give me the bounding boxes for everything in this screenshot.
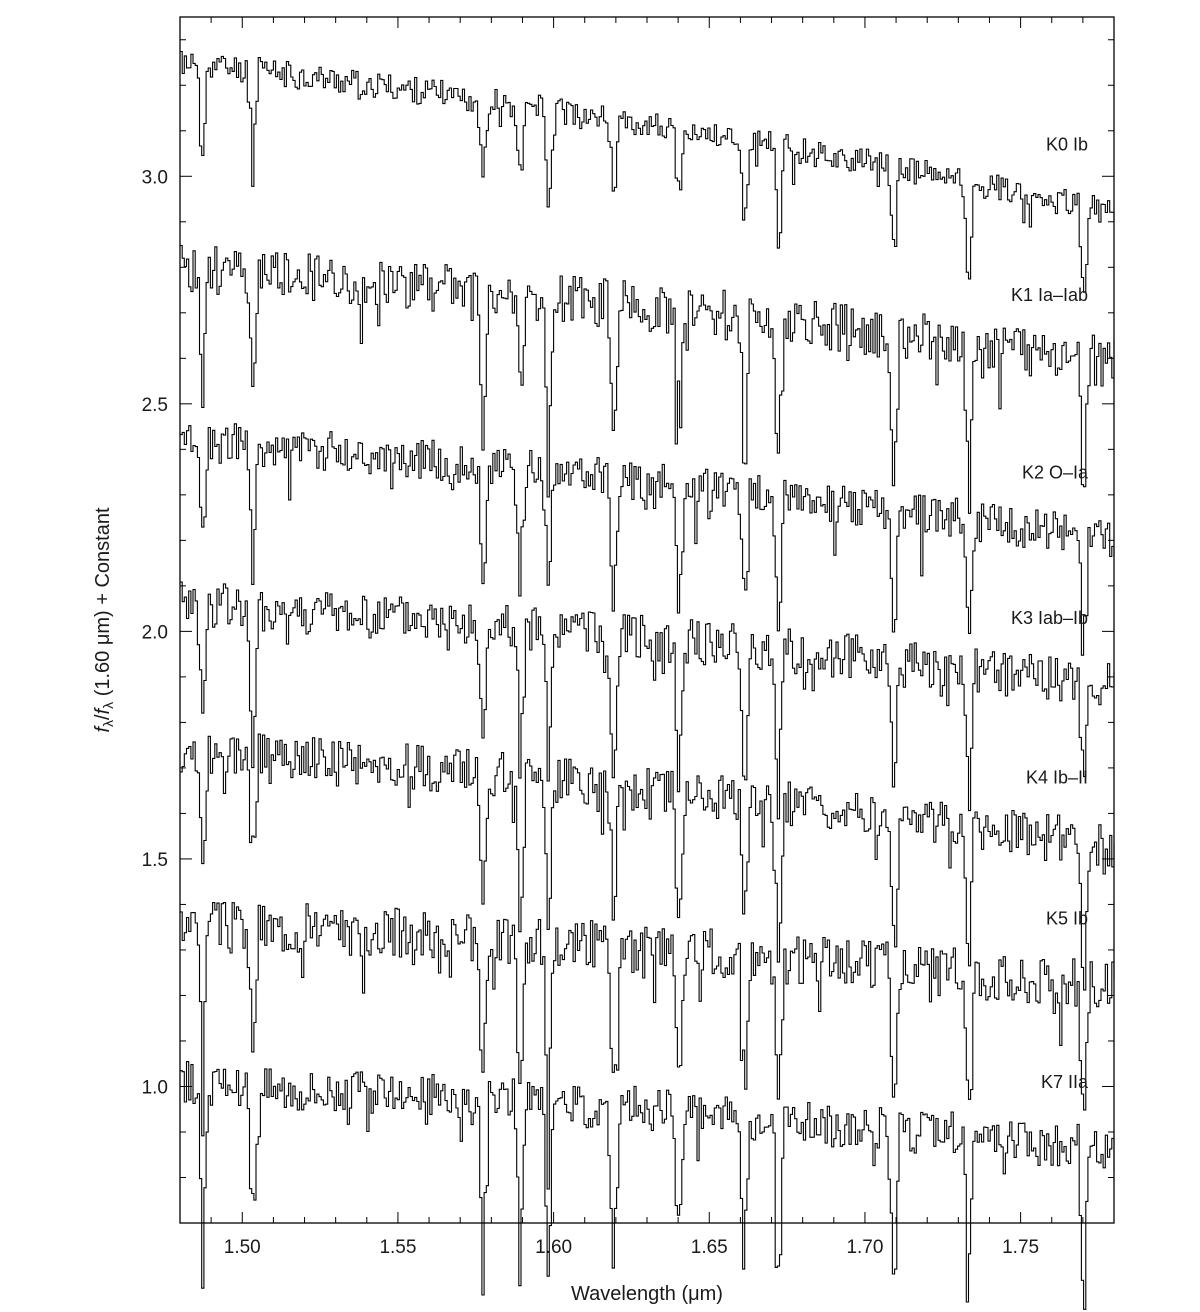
y-tick-label: 2.5 <box>142 395 168 416</box>
series-group <box>180 50 1115 1310</box>
y-axis-title-slash: / <box>92 714 114 720</box>
x-tick-label: 1.70 <box>846 1237 883 1258</box>
y-tick-label: 1.0 <box>142 1077 168 1098</box>
y-axis-title: fλ/fλ (1.60 μm) + Constant <box>92 507 116 733</box>
spectrum-line <box>180 244 1115 514</box>
y-axis-title-rest: (1.60 μm) + Constant <box>92 507 114 702</box>
series-label: K1 Ia–Iab <box>1011 285 1088 305</box>
y-axis-title-lambda1: λ <box>100 720 116 727</box>
series-label: K5 Ib <box>1046 908 1088 928</box>
spectrum-line <box>180 423 1115 656</box>
x-tick-label: 1.65 <box>691 1237 728 1258</box>
spectrum-line <box>180 902 1115 1190</box>
x-tick-label: 1.75 <box>1002 1237 1039 1258</box>
x-tick-label: 1.60 <box>535 1237 572 1258</box>
series-label: K3 Iab–Ib <box>1011 608 1088 628</box>
y-axis-title-f2: f <box>92 706 114 714</box>
series-label: K0 Ib <box>1046 135 1088 155</box>
y-tick-label: 1.5 <box>142 850 168 871</box>
plot-frame <box>179 16 1115 1224</box>
y-tick-label: 3.0 <box>142 167 168 188</box>
x-axis-title: Wavelength (μm) <box>571 1283 723 1305</box>
y-axis-title-f1: f <box>92 725 114 733</box>
series-label: K4 Ib–II <box>1026 767 1088 787</box>
series-label: K2 O–Ia <box>1022 462 1089 482</box>
spectrum-line <box>180 50 1115 293</box>
y-tick-label: 2.0 <box>142 622 168 643</box>
spectrum-line <box>180 581 1115 820</box>
x-tick-label: 1.50 <box>224 1237 261 1258</box>
y-axis-title-lambda2: λ <box>100 702 116 709</box>
axis-ticks: 1.50 1.55 1.60 1.65 1.70 1.75 1.0 1.5 2.0 2.5 3.0 <box>142 17 1115 1258</box>
series-label: K7 IIa <box>1041 1072 1089 1092</box>
spectrum-line <box>180 1061 1115 1310</box>
series-labels: K0 Ib K1 Ia–Iab K2 O–Ia K3 Iab–Ib K4 Ib–II K5… <box>1011 135 1089 1092</box>
spectrum-line <box>180 733 1115 991</box>
x-tick-label: 1.55 <box>379 1237 416 1258</box>
